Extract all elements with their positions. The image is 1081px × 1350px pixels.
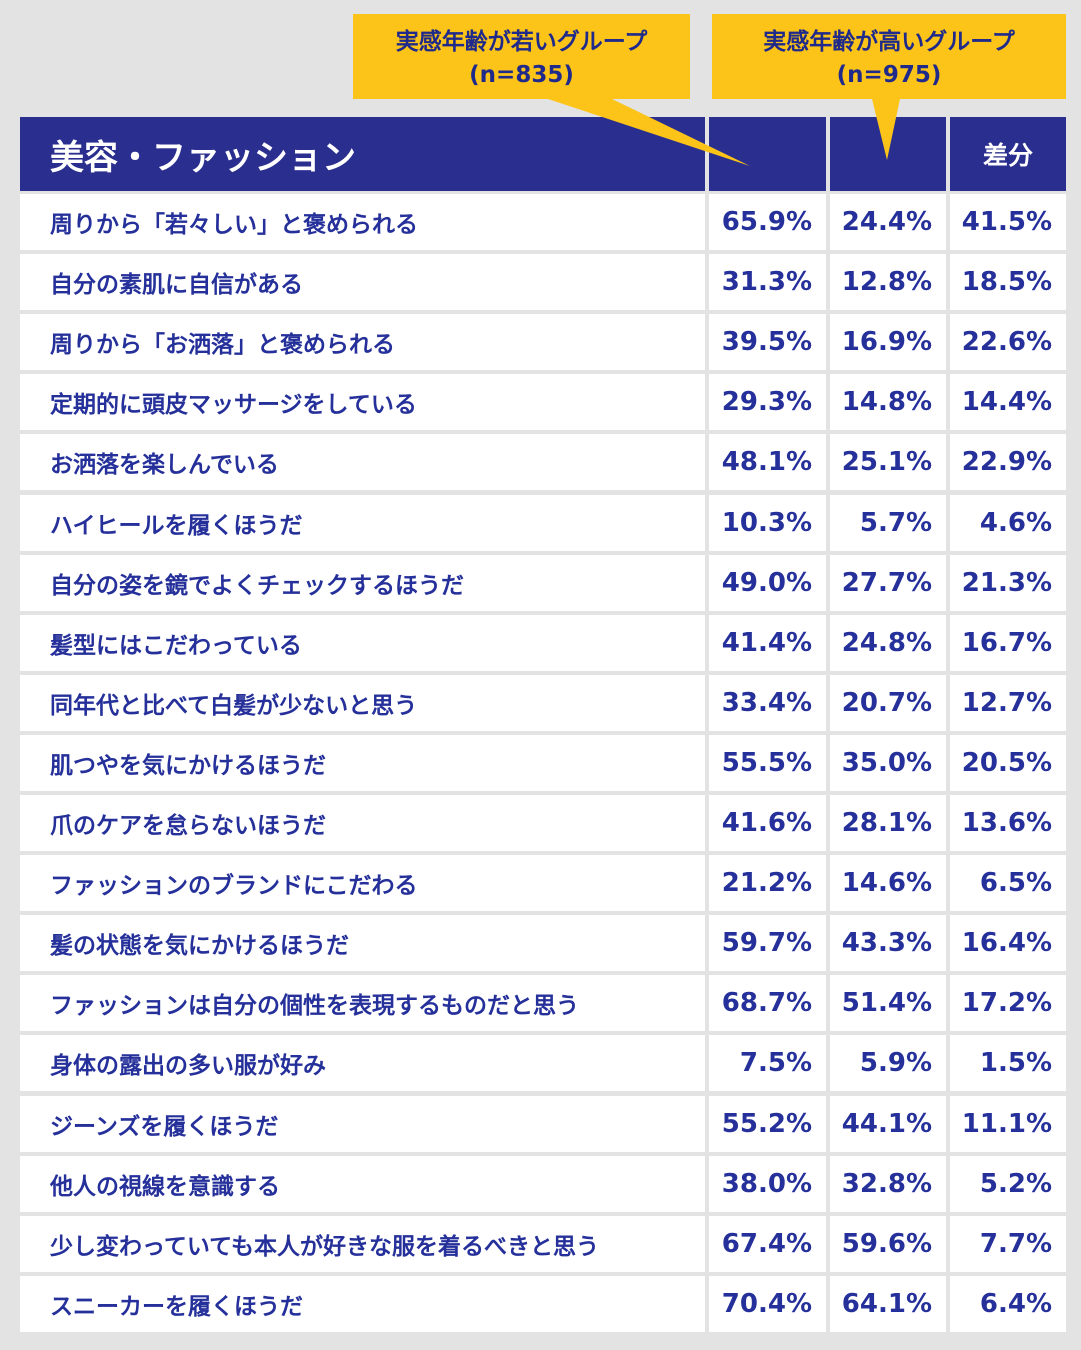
row-label: 髪の状態を気にかけるほうだ bbox=[20, 915, 705, 972]
table-title: 美容・ファッション bbox=[20, 117, 705, 191]
header-young-column bbox=[709, 117, 826, 191]
row-label: 髪型にはこだわっている bbox=[20, 614, 705, 671]
diff-value: 7.7% bbox=[950, 1215, 1066, 1272]
diff-value: 1.5% bbox=[950, 1035, 1066, 1092]
diff-value: 12.7% bbox=[950, 674, 1066, 731]
row-label: ジーンズを履くほうだ bbox=[20, 1095, 705, 1152]
row-label: 周りから「若々しい」と褒められる bbox=[20, 194, 705, 250]
young-value: 68.7% bbox=[709, 975, 826, 1032]
old-value: 43.3% bbox=[830, 915, 946, 972]
old-value: 24.4% bbox=[830, 194, 946, 250]
young-value: 67.4% bbox=[709, 1215, 826, 1272]
old-value: 64.1% bbox=[830, 1275, 946, 1332]
young-value: 70.4% bbox=[709, 1275, 826, 1332]
young-value: 7.5% bbox=[709, 1035, 826, 1092]
young-value: 48.1% bbox=[709, 434, 826, 491]
young-value: 33.4% bbox=[709, 674, 826, 731]
row-label: 爪のケアを怠らないほうだ bbox=[20, 795, 705, 851]
old-value: 32.8% bbox=[830, 1155, 946, 1212]
diff-value: 6.4% bbox=[950, 1275, 1066, 1332]
row-label: 周りから「お洒落」と褒められる bbox=[20, 314, 705, 371]
row-label: 身体の露出の多い服が好み bbox=[20, 1035, 705, 1092]
row-label: ハイヒールを履くほうだ bbox=[20, 494, 705, 551]
row-label: 自分の素肌に自信がある bbox=[20, 254, 705, 311]
diff-value: 5.2% bbox=[950, 1155, 1066, 1212]
young-value: 10.3% bbox=[709, 494, 826, 551]
row-label: お洒落を楽しんでいる bbox=[20, 434, 705, 491]
diff-value: 21.3% bbox=[950, 554, 1066, 611]
callout-old-group: 実感年齢が高いグループ (n=975) bbox=[712, 14, 1066, 99]
old-value: 27.7% bbox=[830, 554, 946, 611]
diff-value: 16.4% bbox=[950, 915, 1066, 972]
row-label: 定期的に頭皮マッサージをしている bbox=[20, 374, 705, 431]
diff-value: 22.6% bbox=[950, 314, 1066, 371]
old-value: 28.1% bbox=[830, 795, 946, 851]
young-value: 38.0% bbox=[709, 1155, 826, 1212]
diff-value: 18.5% bbox=[950, 254, 1066, 311]
old-value: 35.0% bbox=[830, 734, 946, 791]
old-value: 44.1% bbox=[830, 1095, 946, 1152]
young-value: 55.2% bbox=[709, 1095, 826, 1152]
old-value: 14.6% bbox=[830, 855, 946, 912]
row-label: 自分の姿を鏡でよくチェックするほうだ bbox=[20, 554, 705, 611]
row-label: 少し変わっていても本人が好きな服を着るべきと思う bbox=[20, 1215, 705, 1272]
young-value: 65.9% bbox=[709, 194, 826, 250]
row-label: ファッションは自分の個性を表現するものだと思う bbox=[20, 975, 705, 1032]
diff-value: 14.4% bbox=[950, 374, 1066, 431]
old-value: 59.6% bbox=[830, 1215, 946, 1272]
young-value: 31.3% bbox=[709, 254, 826, 311]
diff-value: 22.9% bbox=[950, 434, 1066, 491]
diff-value: 17.2% bbox=[950, 975, 1066, 1032]
row-label: ファッションのブランドにこだわる bbox=[20, 855, 705, 912]
diff-value: 41.5% bbox=[950, 194, 1066, 250]
diff-value: 20.5% bbox=[950, 734, 1066, 791]
young-value: 39.5% bbox=[709, 314, 826, 371]
old-value: 5.9% bbox=[830, 1035, 946, 1092]
callout-young-group: 実感年齢が若いグループ (n=835) bbox=[353, 14, 690, 99]
callout-young-title: 実感年齢が若いグループ bbox=[395, 29, 648, 55]
old-value: 5.7% bbox=[830, 494, 946, 551]
young-value: 21.2% bbox=[709, 855, 826, 912]
diff-value: 16.7% bbox=[950, 614, 1066, 671]
diff-value: 13.6% bbox=[950, 795, 1066, 851]
young-value: 49.0% bbox=[709, 554, 826, 611]
row-label: 同年代と比べて白髪が少ないと思う bbox=[20, 674, 705, 731]
young-value: 29.3% bbox=[709, 374, 826, 431]
header-old-column bbox=[830, 117, 946, 191]
row-label: 他人の視線を意識する bbox=[20, 1155, 705, 1212]
row-label: 肌つやを気にかけるほうだ bbox=[20, 734, 705, 791]
old-value: 12.8% bbox=[830, 254, 946, 311]
header-diff-column: 差分 bbox=[950, 117, 1066, 191]
callout-old-title: 実感年齢が高いグループ bbox=[763, 29, 1015, 55]
row-label: スニーカーを履くほうだ bbox=[20, 1275, 705, 1332]
old-value: 20.7% bbox=[830, 674, 946, 731]
young-value: 41.4% bbox=[709, 614, 826, 671]
diff-value: 6.5% bbox=[950, 855, 1066, 912]
young-value: 59.7% bbox=[709, 915, 826, 972]
callout-old-n: (n=975) bbox=[836, 62, 942, 88]
old-value: 51.4% bbox=[830, 975, 946, 1032]
diff-value: 4.6% bbox=[950, 494, 1066, 551]
callout-young-n: (n=835) bbox=[469, 62, 574, 88]
old-value: 16.9% bbox=[830, 314, 946, 371]
young-value: 41.6% bbox=[709, 795, 826, 851]
old-value: 24.8% bbox=[830, 614, 946, 671]
old-value: 25.1% bbox=[830, 434, 946, 491]
old-value: 14.8% bbox=[830, 374, 946, 431]
young-value: 55.5% bbox=[709, 734, 826, 791]
diff-value: 11.1% bbox=[950, 1095, 1066, 1152]
